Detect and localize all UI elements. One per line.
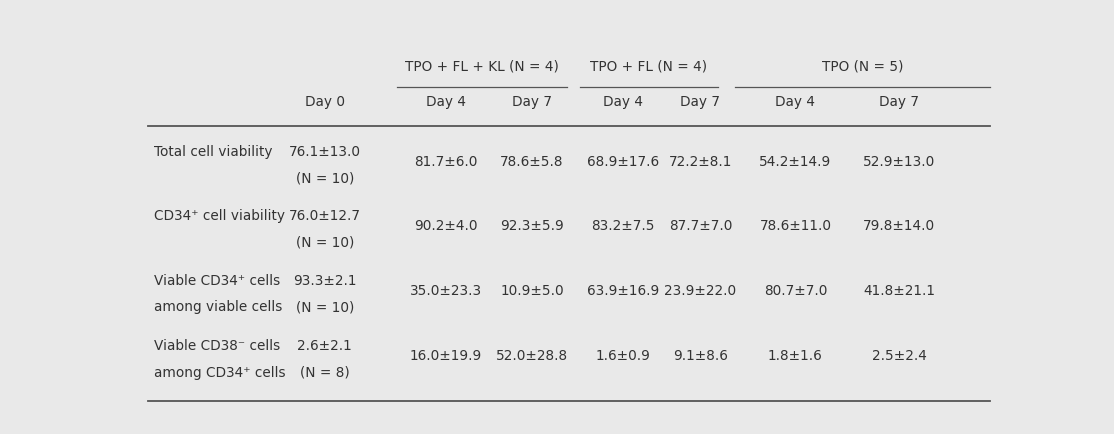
Text: 93.3±2.1: 93.3±2.1 xyxy=(293,274,356,288)
Text: Day 4: Day 4 xyxy=(775,95,815,109)
Text: 52.9±13.0: 52.9±13.0 xyxy=(863,155,935,169)
Text: Day 7: Day 7 xyxy=(879,95,919,109)
Text: among viable cells: among viable cells xyxy=(154,300,282,314)
Text: 10.9±5.0: 10.9±5.0 xyxy=(500,284,564,298)
Text: Total cell viability: Total cell viability xyxy=(154,145,273,159)
Text: 76.1±13.0: 76.1±13.0 xyxy=(289,145,361,159)
Text: 81.7±6.0: 81.7±6.0 xyxy=(414,155,478,169)
Text: TPO + FL + KL (N = 4): TPO + FL + KL (N = 4) xyxy=(404,60,558,74)
Text: Day 4: Day 4 xyxy=(603,95,643,109)
Text: Day 7: Day 7 xyxy=(512,95,553,109)
Text: (N = 10): (N = 10) xyxy=(295,235,354,249)
Text: 92.3±5.9: 92.3±5.9 xyxy=(500,219,564,233)
Text: 2.6±2.1: 2.6±2.1 xyxy=(297,339,352,353)
Text: 68.9±17.6: 68.9±17.6 xyxy=(587,155,658,169)
Text: 1.6±0.9: 1.6±0.9 xyxy=(595,349,651,363)
Text: 83.2±7.5: 83.2±7.5 xyxy=(590,219,655,233)
Text: 1.8±1.6: 1.8±1.6 xyxy=(768,349,823,363)
Text: Day 4: Day 4 xyxy=(426,95,466,109)
Text: 2.5±2.4: 2.5±2.4 xyxy=(871,349,927,363)
Text: 72.2±8.1: 72.2±8.1 xyxy=(668,155,732,169)
Text: among CD34⁺ cells: among CD34⁺ cells xyxy=(154,365,285,380)
Text: 63.9±16.9: 63.9±16.9 xyxy=(587,284,658,298)
Text: (N = 10): (N = 10) xyxy=(295,172,354,186)
Text: 35.0±23.3: 35.0±23.3 xyxy=(410,284,481,298)
Text: Viable CD34⁺ cells: Viable CD34⁺ cells xyxy=(154,274,281,288)
Text: 16.0±19.9: 16.0±19.9 xyxy=(410,349,482,363)
Text: Day 0: Day 0 xyxy=(305,95,345,109)
Text: 76.0±12.7: 76.0±12.7 xyxy=(289,208,361,223)
Text: Viable CD38⁻ cells: Viable CD38⁻ cells xyxy=(154,339,281,353)
Text: (N = 10): (N = 10) xyxy=(295,300,354,314)
Text: 52.0±28.8: 52.0±28.8 xyxy=(496,349,568,363)
Text: CD34⁺ cell viability: CD34⁺ cell viability xyxy=(154,208,285,223)
Text: Day 7: Day 7 xyxy=(681,95,721,109)
Text: 54.2±14.9: 54.2±14.9 xyxy=(760,155,831,169)
Text: 78.6±5.8: 78.6±5.8 xyxy=(500,155,564,169)
Text: 9.1±8.6: 9.1±8.6 xyxy=(673,349,727,363)
Text: TPO + FL (N = 4): TPO + FL (N = 4) xyxy=(590,60,707,74)
Text: (N = 8): (N = 8) xyxy=(300,365,350,380)
Text: 41.8±21.1: 41.8±21.1 xyxy=(863,284,935,298)
Text: TPO (N = 5): TPO (N = 5) xyxy=(821,60,903,74)
Text: 78.6±11.0: 78.6±11.0 xyxy=(760,219,831,233)
Text: 87.7±7.0: 87.7±7.0 xyxy=(668,219,732,233)
Text: 90.2±4.0: 90.2±4.0 xyxy=(414,219,478,233)
Text: 79.8±14.0: 79.8±14.0 xyxy=(863,219,935,233)
Text: 80.7±7.0: 80.7±7.0 xyxy=(764,284,827,298)
Text: 23.9±22.0: 23.9±22.0 xyxy=(664,284,736,298)
